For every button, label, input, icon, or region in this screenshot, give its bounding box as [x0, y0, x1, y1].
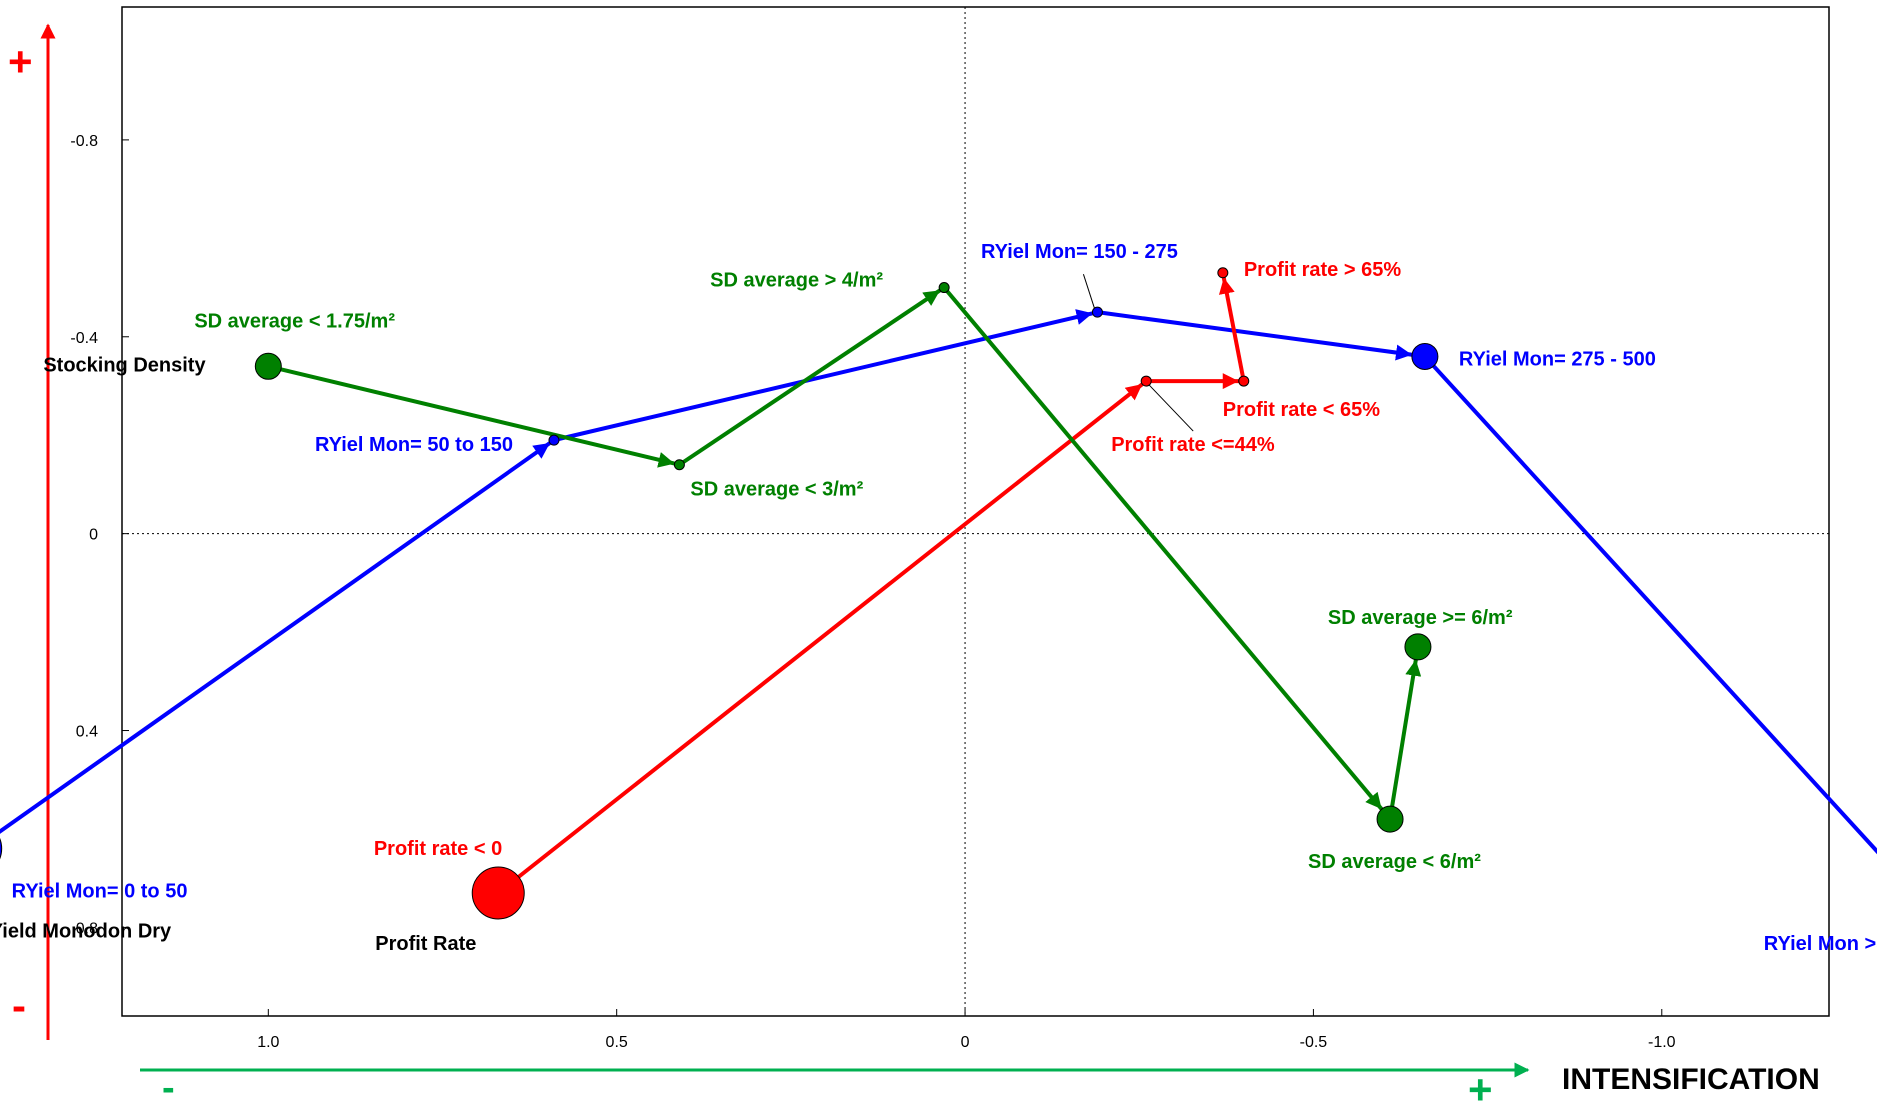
point-label: RYiel Mon >500	[1764, 933, 1877, 955]
point-label: SD average >= 6/m²	[1328, 607, 1513, 629]
variable-label: Yield Monodon Dry	[0, 921, 172, 943]
x-tick-label: 0	[961, 1034, 970, 1051]
point-label: Profit rate <=44%	[1111, 434, 1275, 456]
point-label: RYiel Mon= 275 - 500	[1459, 348, 1656, 370]
data-point	[0, 838, 3, 860]
data-point	[471, 866, 525, 920]
point-label: SD average < 6/m²	[1308, 851, 1481, 873]
label-leader-line	[1148, 384, 1194, 432]
point-label: Profit rate > 65%	[1244, 259, 1402, 281]
vertical-bottom-sign: -	[12, 982, 26, 1029]
variable-label: Profit Rate	[375, 933, 476, 955]
horizontal-right-sign: +	[1468, 1066, 1493, 1109]
data-point	[254, 352, 282, 380]
x-tick-label: 1.0	[257, 1034, 279, 1051]
point-label: RYiel Mon= 0 to 50	[12, 881, 188, 903]
data-point	[1217, 267, 1229, 279]
series-segment	[1218, 277, 1246, 382]
data-point	[1238, 375, 1250, 387]
point-label: Profit rate < 0	[374, 838, 502, 860]
series-segment	[942, 286, 1384, 811]
data-point	[1140, 375, 1152, 387]
point-label: SD average < 1.75/m²	[194, 310, 395, 332]
intensification-label: INTENSIFICATION	[1562, 1063, 1820, 1096]
x-tick-label: 0.5	[606, 1034, 628, 1051]
x-tick-label: -0.5	[1300, 1034, 1328, 1051]
point-label: RYiel Mon= 50 to 150	[315, 434, 513, 456]
variable-label: Stocking Density	[43, 354, 206, 376]
series-segment	[496, 382, 1144, 895]
point-label: SD average > 4/m²	[710, 270, 883, 292]
data-point	[1411, 342, 1439, 370]
data-point	[673, 459, 685, 471]
y-tick-label: 0.8	[76, 920, 98, 937]
plot-area	[121, 6, 1830, 1017]
data-point	[1404, 633, 1432, 661]
point-label: RYiel Mon= 150 - 275	[981, 241, 1178, 263]
data-point	[1376, 805, 1404, 833]
vertical-top-sign: +	[8, 38, 33, 85]
y-tick-label: -0.4	[70, 330, 98, 347]
data-point	[548, 434, 560, 446]
series-segment	[678, 288, 942, 467]
series-segment	[267, 364, 675, 468]
y-tick-label: 0	[89, 527, 98, 544]
y-tick-label: 0.4	[76, 724, 98, 741]
series-segment	[553, 309, 1094, 443]
x-tick-label: -1.0	[1648, 1034, 1676, 1051]
point-label: SD average < 3/m²	[690, 479, 863, 501]
point-label: Profit rate < 65%	[1223, 399, 1381, 421]
data-point	[1091, 306, 1103, 318]
horizontal-left-sign: -	[162, 1067, 175, 1109]
series-segment	[1388, 659, 1422, 820]
y-tick-label: -0.8	[70, 133, 98, 150]
series-segment	[1097, 310, 1413, 361]
series-segment	[0, 441, 552, 834]
data-point	[938, 282, 950, 294]
series-segment	[1423, 355, 1877, 855]
label-leader-line	[1082, 274, 1095, 309]
